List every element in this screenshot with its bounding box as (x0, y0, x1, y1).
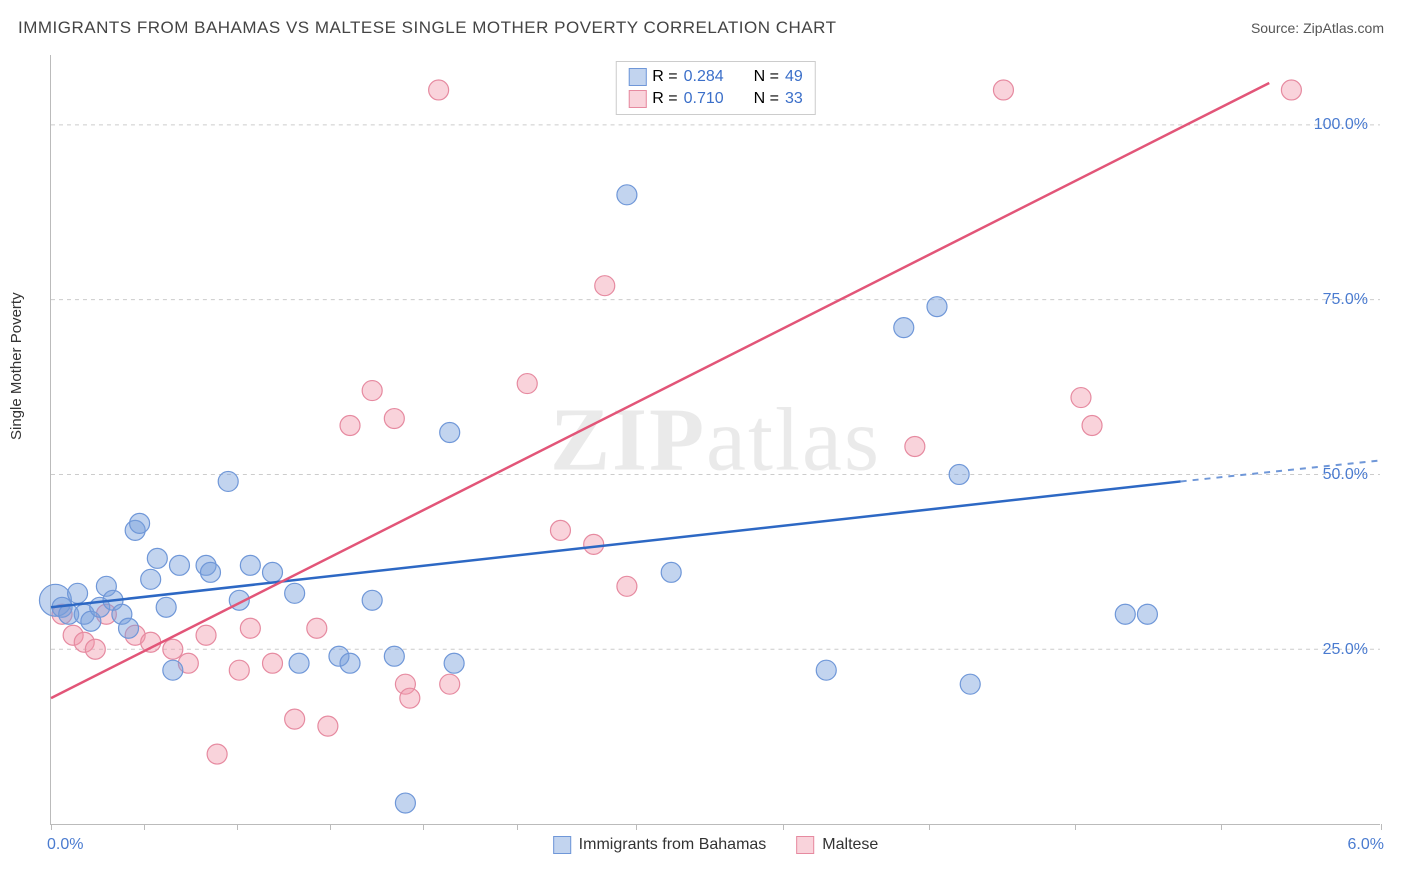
data-point (894, 318, 914, 338)
data-point (384, 409, 404, 429)
data-point (362, 590, 382, 610)
data-point (285, 583, 305, 603)
n-label-1: N = (754, 90, 779, 108)
chart-title: IMMIGRANTS FROM BAHAMAS VS MALTESE SINGL… (18, 18, 837, 38)
data-point (1071, 388, 1091, 408)
data-point (85, 639, 105, 659)
x-tick (783, 824, 784, 830)
data-point (285, 709, 305, 729)
r-value-1: 0.710 (684, 90, 738, 108)
data-point (429, 80, 449, 100)
data-point (218, 471, 238, 491)
legend-label-1: Maltese (822, 836, 878, 854)
data-point (949, 464, 969, 484)
data-point (395, 793, 415, 813)
data-point (141, 569, 161, 589)
x-max-label: 6.0% (1348, 836, 1384, 854)
data-point (289, 653, 309, 673)
data-point (440, 674, 460, 694)
x-tick (1221, 824, 1222, 830)
x-tick (1075, 824, 1076, 830)
data-point (444, 653, 464, 673)
n-value-0: 49 (785, 68, 803, 86)
n-label-0: N = (754, 68, 779, 86)
trend-line (51, 481, 1181, 607)
stats-legend: R = 0.284 N = 49 R = 0.710 N = 33 (615, 61, 815, 115)
data-point (617, 185, 637, 205)
data-point (240, 555, 260, 575)
data-point (163, 639, 183, 659)
data-point (1115, 604, 1135, 624)
x-tick (237, 824, 238, 830)
x-tick (330, 824, 331, 830)
data-point (661, 562, 681, 582)
data-point (384, 646, 404, 666)
data-point (263, 653, 283, 673)
data-point (318, 716, 338, 736)
series-legend: Immigrants from Bahamas Maltese (553, 836, 879, 854)
data-point (196, 625, 216, 645)
data-point (68, 583, 88, 603)
data-point (1281, 80, 1301, 100)
data-point (440, 423, 460, 443)
x-tick (1381, 824, 1382, 830)
data-point (240, 618, 260, 638)
data-point (130, 513, 150, 533)
plot-area: ZIPatlas 25.0%50.0%75.0%100.0% 0.0% 6.0%… (50, 55, 1380, 825)
data-point (156, 597, 176, 617)
r-label-1: R = (652, 90, 677, 108)
data-point (1137, 604, 1157, 624)
data-point (993, 80, 1013, 100)
data-point (147, 548, 167, 568)
data-point (229, 660, 249, 680)
legend-swatch-0 (553, 836, 571, 854)
legend-label-0: Immigrants from Bahamas (579, 836, 767, 854)
stats-row-1: R = 0.710 N = 33 (628, 88, 802, 110)
data-point (119, 618, 139, 638)
r-value-0: 0.284 (684, 68, 738, 86)
x-min-label: 0.0% (47, 836, 83, 854)
data-point (200, 562, 220, 582)
x-tick (636, 824, 637, 830)
data-point (927, 297, 947, 317)
n-value-1: 33 (785, 90, 803, 108)
data-point (340, 416, 360, 436)
r-label-0: R = (652, 68, 677, 86)
data-point (400, 688, 420, 708)
y-tick-label: 25.0% (1323, 641, 1368, 659)
data-point (595, 276, 615, 296)
data-point (362, 381, 382, 401)
x-tick (929, 824, 930, 830)
data-point (517, 374, 537, 394)
data-point (550, 520, 570, 540)
plot-svg (51, 55, 1380, 824)
data-point (163, 660, 183, 680)
legend-swatch-1 (796, 836, 814, 854)
data-point (1082, 416, 1102, 436)
y-tick-label: 75.0% (1323, 291, 1368, 309)
data-point (905, 437, 925, 457)
stats-row-0: R = 0.284 N = 49 (628, 66, 802, 88)
data-point (617, 576, 637, 596)
swatch-series-1 (628, 90, 646, 108)
y-tick-label: 100.0% (1314, 116, 1368, 134)
x-tick (51, 824, 52, 830)
x-tick (423, 824, 424, 830)
data-point (584, 534, 604, 554)
y-axis-label: Single Mother Poverty (8, 292, 25, 440)
data-point (307, 618, 327, 638)
data-point (169, 555, 189, 575)
y-tick-label: 50.0% (1323, 466, 1368, 484)
data-point (960, 674, 980, 694)
x-tick (144, 824, 145, 830)
data-point (207, 744, 227, 764)
data-point (816, 660, 836, 680)
data-point (263, 562, 283, 582)
legend-item-0: Immigrants from Bahamas (553, 836, 767, 854)
legend-item-1: Maltese (796, 836, 878, 854)
x-tick (517, 824, 518, 830)
source-label: Source: ZipAtlas.com (1251, 20, 1384, 36)
swatch-series-0 (628, 68, 646, 86)
data-point (340, 653, 360, 673)
